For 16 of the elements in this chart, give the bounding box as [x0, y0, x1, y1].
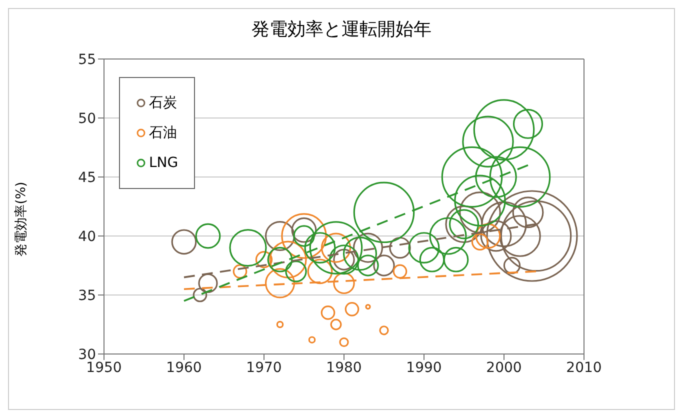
y-tick-label: 55 — [78, 52, 96, 68]
legend-label: 石油 — [149, 124, 177, 143]
y-tick-label: 35 — [78, 288, 96, 304]
y-tick-label: 45 — [78, 170, 96, 186]
y-tick-label: 50 — [78, 110, 96, 127]
chart-title: 発電効率と運転開始年 — [250, 18, 432, 41]
x-tick-label: 2010 — [566, 360, 602, 376]
x-tick-label: 1980 — [326, 360, 362, 376]
x-tick-label: 1990 — [406, 360, 442, 376]
x-tick-label: 2000 — [486, 360, 522, 376]
x-tick-label: 1970 — [246, 360, 282, 376]
y-tick-label: 40 — [78, 228, 96, 245]
legend-label: LNG — [149, 154, 178, 173]
legend-label: 石炭 — [149, 94, 177, 113]
y-axis-title: 発電効率(%) — [13, 182, 30, 256]
x-tick-label: 1960 — [166, 360, 202, 376]
